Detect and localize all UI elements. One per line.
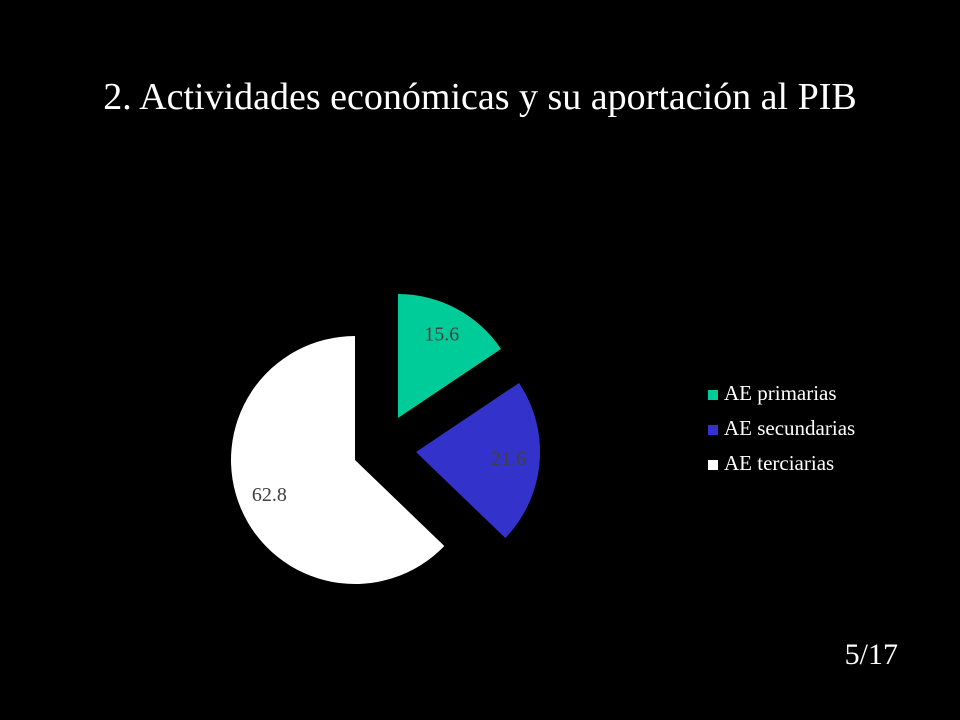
pie-slice bbox=[416, 382, 540, 539]
slide-number: 5/17 bbox=[844, 638, 898, 671]
data-label: 21.6 bbox=[491, 448, 526, 470]
slide-title: 2. Actividades económicas y su aportació… bbox=[103, 76, 857, 118]
legend-swatch bbox=[708, 425, 718, 435]
data-label: 15.6 bbox=[424, 324, 459, 346]
pie-slice bbox=[230, 336, 445, 584]
legend-swatch bbox=[708, 390, 718, 400]
pie-slice bbox=[398, 294, 501, 418]
legend-label: AE secundarias bbox=[724, 416, 855, 440]
legend-label: AE primarias bbox=[724, 381, 837, 405]
legend-swatch bbox=[708, 460, 718, 470]
legend-label: AE terciarias bbox=[724, 451, 834, 475]
data-label: 62.8 bbox=[252, 484, 287, 506]
